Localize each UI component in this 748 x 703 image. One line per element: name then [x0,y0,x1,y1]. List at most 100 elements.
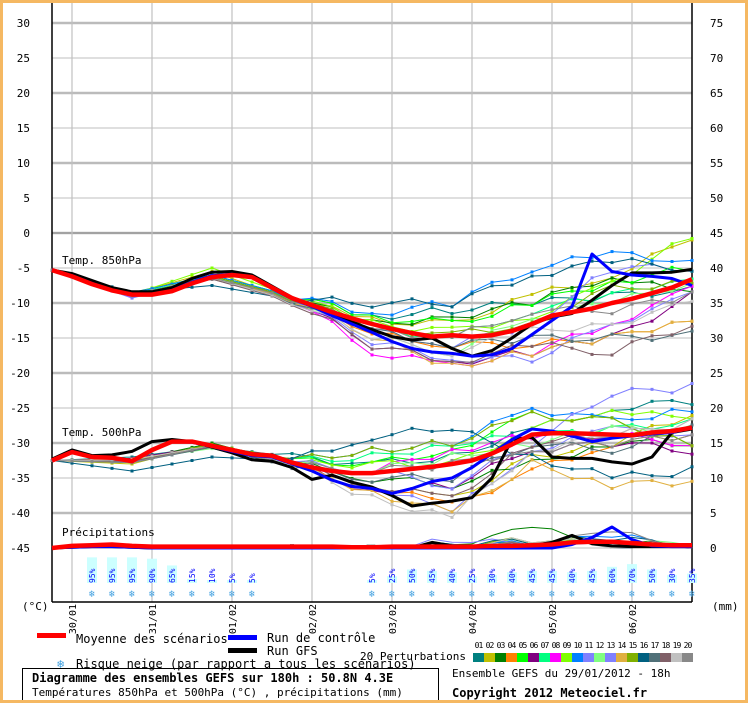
perturbation-14-t500-line-point [530,458,534,462]
perturbation-19-t850-line-point [470,345,474,349]
perturbation-17-t850-line-point [470,338,474,342]
snowflake-icon: ❄ [57,657,65,671]
perturbation-13-t500-line-point [430,484,434,488]
perturbation-18-t500-line-point [310,463,314,467]
snow-risk-bar [187,578,197,583]
perturbation-04-t850-line-point [550,337,554,341]
perturbation-09-t850-line-point [590,286,594,290]
snowflake-icon: ❄ [389,589,396,600]
perturbation-04-t500-line-point [490,491,494,495]
perturbation-01-t850-line-point [450,312,454,316]
perturbation-10-t850-line-point [550,263,554,267]
perturbation-20-t850-line-point [530,312,534,316]
perturbation-20-t850-line-point [610,312,614,316]
perturbation-13-t850-line-point [350,330,354,334]
perturbation-19-t500-line-point [450,515,454,519]
snow-risk-label: 45% [528,568,537,583]
perturbation-12-t500-line-point [610,424,614,428]
snow-risk-bar [227,580,237,583]
left-tick-label: 5 [23,192,30,205]
perturbation-14-t850-line-point [430,361,434,365]
snow-risk-bar [487,574,497,583]
perturbation-10-t850-line-point [670,260,674,264]
snowflake-icon: ❄ [569,589,576,600]
perturbation-18-t850-line-point [590,352,594,356]
snow-risk-label: 95% [128,568,137,583]
perturbation-15-t500-line-point [310,452,314,456]
snowflake-icon: ❄ [249,589,256,600]
perturbation-20-t500-line-point [310,461,314,465]
perturbation-07-t850-line-point [550,304,554,308]
perturbation-01-t500-line-point [390,457,394,461]
perturbation-08-t500-line-point [410,457,414,461]
perturbation-17-t850-line-point [310,306,314,310]
perturbation-16-t500-line-point [670,475,674,479]
perturbation-05-t850-line-point [550,292,554,296]
perturbation-19-t500-line-point [150,454,154,458]
perturbation-05-t850-line-point [430,316,434,320]
perturbation-16-t850-line-point [410,297,414,301]
perturbation-01-t850-line-point [470,308,474,312]
perturbation-14-t500-line-point [610,486,614,490]
perturbation-05-t850-line-point [350,313,354,317]
perturbation-color-swatch [594,653,605,662]
snow-risk-bar [687,573,697,583]
perturbation-id-label: 15 [628,641,638,650]
perturbation-15-t500-line-point [450,444,454,448]
perturbation-17-t500-line-point [350,477,354,481]
perturbation-color-swatch [495,653,506,662]
perturbation-18-t500-line-point [590,437,594,441]
perturbation-id-label: 19 [672,641,682,650]
perturbation-05-t850-line-point [390,321,394,325]
perturbation-20-t500-line-point [190,448,194,452]
perturbation-id-label: 05 [518,641,528,650]
perturbation-20-t500-line-point [170,452,174,456]
perturbation-16-t500-line-point [190,459,194,462]
perturbation-06-t500-line-point [630,441,634,445]
perturbation-09-t850-line-point [250,280,254,284]
perturbation-16-t500-line-point [450,428,454,432]
perturbation-16-t850-line-point [470,292,474,296]
perturbation-16-t850-line-point [190,285,194,289]
perturbation-13-t850-line-point [630,319,634,323]
perturbation-16-t500-line-point [150,466,154,469]
perturbation-10-t500-line-point [490,420,494,424]
perturbation-18-t850-line-point [570,346,574,350]
perturbation-16-t500-line-point [610,476,614,480]
perturbation-16-t500-line-point [470,430,474,434]
perturbation-17-t500-line-point [370,480,374,484]
perturbation-18-t850-line-point [690,324,694,328]
left-axis-unit: (°C) [22,600,49,613]
perturbation-20-t500-line-point [110,460,114,464]
perturbation-id-label: 20 [683,641,693,650]
perturbation-15-t500-line-point [370,445,374,449]
perturbation-15-t850-line-point [670,279,674,283]
perturbation-05-t850-line-point [630,281,634,285]
label-precip: Précipitations [62,526,155,539]
perturbation-02-t850-line-point [650,252,654,256]
perturbation-15-t500-line-point [490,423,494,427]
perturbation-10-t850-line-point [630,251,634,255]
perturbation-color-swatch [605,653,616,662]
perturbation-01-t500-line-point [670,398,674,402]
right-tick-label: 55 [710,157,723,170]
perturbation-color-swatch [517,653,528,662]
snow-risk-label: 35% [688,568,697,583]
perturbation-14-t500-line-point [510,478,514,482]
perturbation-02-t500-line-point [690,414,694,418]
perturbation-09-t850-line-point [190,273,194,277]
perturbation-16-t850-line-point [670,268,674,272]
perturbation-13-t500-line-point [650,387,654,391]
perturbation-14-t850-line-point [450,361,454,365]
perturbation-16-t500-line-point [70,461,74,465]
run-info: Ensemble GEFS du 29/01/2012 - 18h [452,667,671,680]
snow-risk-label: 25% [468,568,477,583]
perturbation-15-t850-line-point [490,331,494,335]
perturbation-12-t850-line-point [510,324,514,328]
perturbation-02-t850-line-point [590,281,594,285]
snowflake-icon: ❄ [149,589,156,600]
perturbation-color-swatch [616,653,627,662]
perturbation-03-t850-line-point [550,290,554,294]
perturbation-02-t500-line-point [490,478,494,482]
perturbation-09-t500-line-point [330,463,334,467]
